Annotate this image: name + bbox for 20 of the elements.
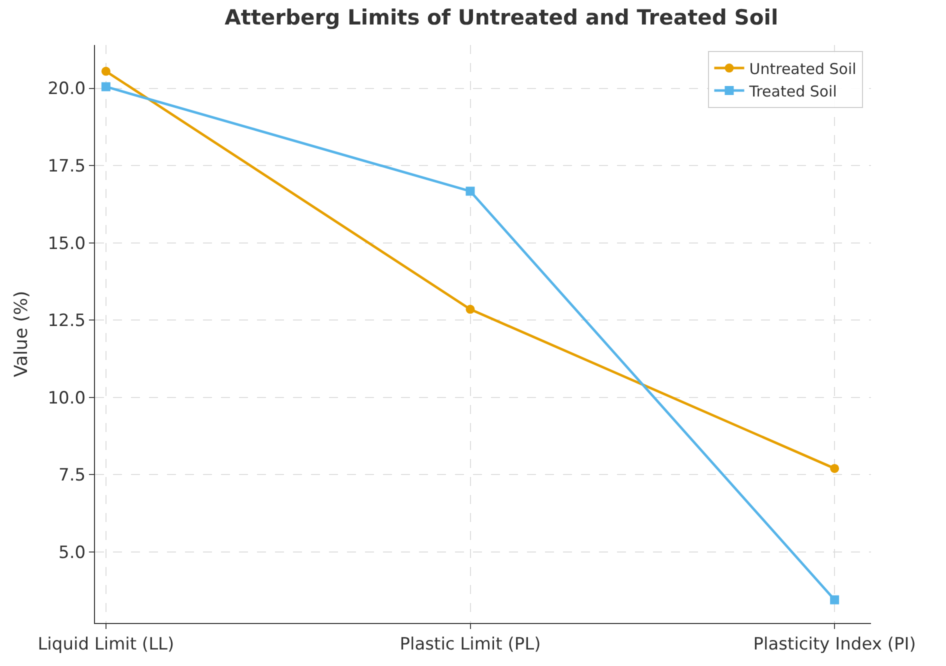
point (101, 66, 110, 76)
point (466, 186, 475, 196)
y-axis-title: Value (%) (10, 290, 32, 378)
y-tick-label: 17.5 (48, 156, 86, 176)
legend-label: Treated Soil (748, 82, 837, 100)
point (830, 595, 840, 604)
y-tick-label: 5.0 (58, 542, 86, 563)
legend-label: Untreated Soil (749, 60, 856, 78)
y-tick-label: 20.0 (48, 79, 86, 100)
y-tick-label: 12.5 (48, 311, 86, 332)
y-tick-label: 7.5 (58, 466, 86, 486)
y-tick-label: 10.0 (48, 388, 86, 408)
point (466, 304, 475, 314)
y-tick-label: 15.0 (48, 234, 86, 254)
chart-title: Atterberg Limits of Untreated and Treated Soil (224, 6, 778, 30)
x-tick-label: Plasticity Index (PI) (753, 634, 916, 654)
x-tick-label: Liquid Limit (LL) (38, 634, 174, 654)
point (101, 82, 110, 92)
x-tick-label: Plastic Limit (PL) (400, 634, 541, 654)
point (830, 464, 840, 473)
